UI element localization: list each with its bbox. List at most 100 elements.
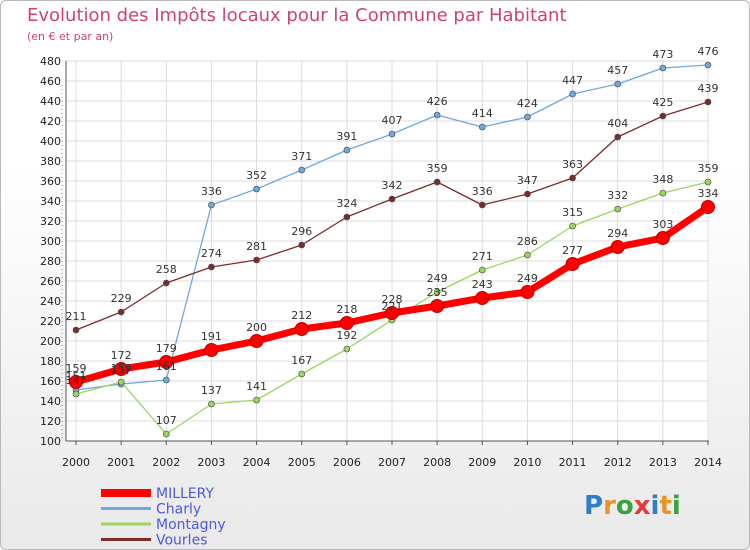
data-point (565, 257, 580, 271)
data-point (253, 256, 260, 264)
y-tick-label: 340 (40, 195, 61, 208)
data-label: 157 (111, 364, 132, 377)
chart-title: Evolution des Impôts locaux pour la Comm… (27, 5, 567, 26)
data-point (117, 378, 125, 386)
data-point (298, 241, 306, 249)
data-point (343, 213, 351, 221)
data-point (614, 133, 622, 141)
data-label: 274 (201, 247, 222, 260)
x-tick-label: 2012 (604, 456, 632, 469)
data-label: 277 (562, 244, 583, 257)
x-tick-label: 2006 (333, 456, 361, 469)
data-label: 404 (607, 117, 628, 130)
data-label: 172 (111, 349, 132, 362)
data-label: 476 (698, 45, 719, 58)
data-label: 271 (472, 250, 493, 263)
data-point (524, 113, 531, 121)
data-point (704, 98, 712, 106)
data-label: 191 (201, 330, 222, 343)
y-tick-label: 420 (40, 115, 61, 128)
x-tick-label: 2004 (243, 456, 271, 469)
data-point (72, 390, 80, 398)
data-point (614, 205, 622, 213)
data-point (249, 334, 264, 348)
data-point (478, 266, 486, 274)
data-label: 359 (427, 162, 448, 175)
data-label: 303 (652, 218, 673, 231)
y-tick-label: 400 (40, 135, 61, 148)
data-point (569, 222, 576, 230)
data-label: 151 (66, 370, 87, 383)
logo-letter: t (659, 491, 672, 521)
x-tick-label: 2007 (378, 456, 406, 469)
proxiti-logo: Proxiti (584, 491, 681, 521)
y-tick-label: 320 (40, 215, 61, 228)
data-label: 141 (246, 380, 267, 393)
data-label: 218 (336, 303, 357, 316)
chart-subtitle: (en € et par an) (27, 30, 114, 43)
series-millery (69, 200, 715, 389)
logo-letter: i (671, 491, 681, 521)
data-point (520, 285, 535, 299)
logo-letter: x (633, 491, 651, 521)
logo-letter: P (584, 491, 604, 521)
data-label: 147 (66, 374, 87, 387)
data-label: 391 (336, 130, 357, 143)
data-point (385, 306, 399, 320)
data-point (339, 316, 354, 330)
data-label: 473 (652, 48, 673, 61)
data-point (253, 185, 260, 193)
data-label: 212 (291, 309, 312, 322)
y-tick-label: 140 (40, 395, 61, 408)
data-label: 229 (111, 292, 132, 305)
data-point (114, 362, 129, 376)
data-point (704, 61, 712, 69)
data-point (524, 251, 531, 259)
data-point (704, 178, 712, 186)
data-point (433, 178, 441, 186)
data-label: 235 (427, 286, 448, 299)
data-label: 243 (472, 278, 493, 291)
data-point (72, 326, 80, 334)
data-label: 161 (156, 360, 177, 373)
y-tick-label: 380 (40, 155, 61, 168)
data-label: 221 (382, 300, 403, 313)
data-point (208, 201, 215, 209)
data-point (433, 288, 441, 296)
data-label: 426 (427, 95, 448, 108)
data-point (569, 174, 576, 182)
data-point (610, 240, 625, 254)
data-point (569, 90, 576, 98)
y-tick-label: 100 (40, 435, 61, 448)
logo-letter: o (615, 491, 634, 521)
data-label: 159 (111, 362, 132, 375)
data-label: 137 (201, 384, 222, 397)
data-label: 352 (246, 169, 267, 182)
data-label: 336 (201, 185, 222, 198)
x-tick-label: 2005 (288, 456, 316, 469)
logo-letter: r (603, 491, 616, 521)
y-tick-label: 200 (40, 335, 61, 348)
data-point (298, 166, 306, 174)
y-tick-label: 440 (40, 95, 61, 108)
y-tick-label: 160 (40, 375, 61, 388)
x-tick-label: 2014 (694, 456, 722, 469)
data-label: 200 (246, 321, 267, 334)
data-label: 315 (562, 206, 583, 219)
data-point (478, 201, 486, 209)
data-point (659, 112, 667, 120)
data-label: 447 (562, 74, 583, 87)
x-tick-label: 2010 (513, 456, 541, 469)
data-point (253, 396, 260, 404)
data-point (117, 308, 125, 316)
data-point (343, 345, 351, 353)
data-label: 336 (472, 185, 493, 198)
data-label: 167 (291, 354, 312, 367)
data-label: 332 (607, 189, 628, 202)
x-tick-label: 2013 (649, 456, 677, 469)
data-label: 159 (66, 362, 87, 375)
data-point (659, 189, 667, 197)
data-label: 334 (698, 187, 719, 200)
data-label: 107 (156, 414, 177, 427)
data-point (430, 299, 445, 313)
